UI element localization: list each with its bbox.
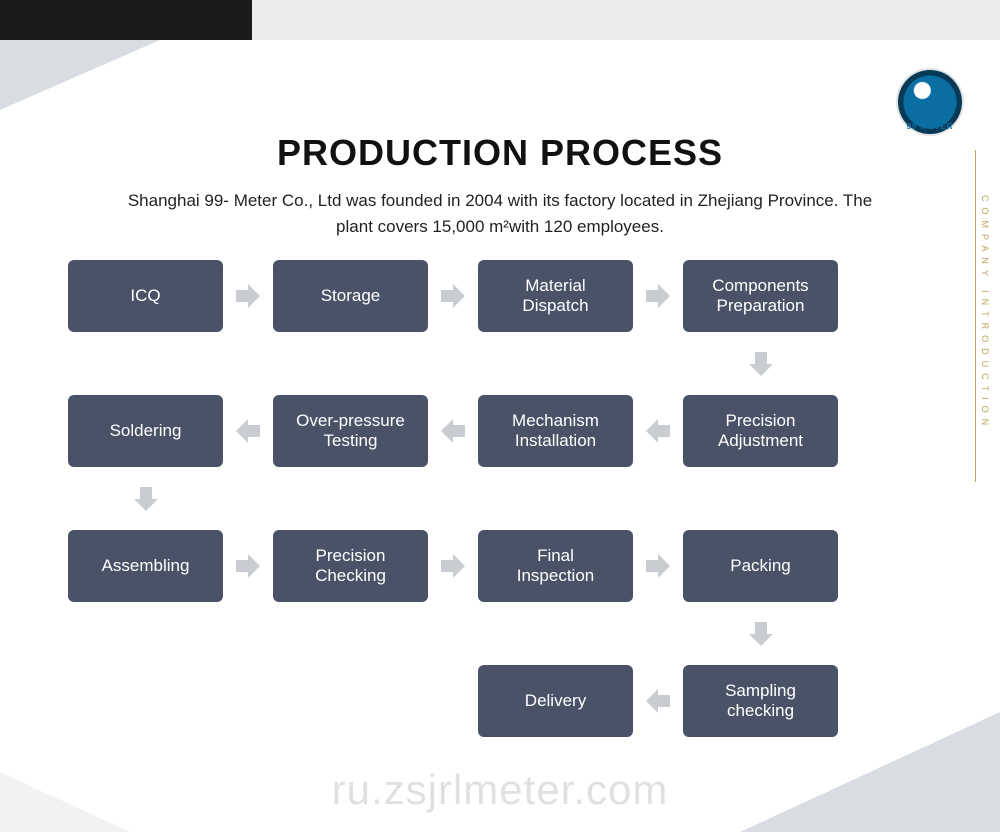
- flow-arrow-l-icon: [234, 417, 262, 445]
- flow-arrow-d-icon: [747, 350, 775, 378]
- flow-node-label: Material Dispatch: [522, 276, 588, 317]
- header-bar: PRODUCT LINE: [0, 0, 1000, 40]
- flow-node-finalinsp: Final Inspection: [478, 530, 633, 602]
- decor-triangle-bottom-left: [0, 772, 130, 832]
- flow-node-label: Precision Adjustment: [718, 411, 803, 452]
- side-accent-line: [975, 150, 976, 482]
- flow-node-optest: Over-pressure Testing: [273, 395, 428, 467]
- brand-logo: 99 METER: [898, 70, 962, 134]
- flow-node-label: Packing: [730, 556, 790, 576]
- flow-arrow-l-icon: [644, 417, 672, 445]
- brand-logo-text: 99 METER: [906, 122, 953, 131]
- flow-node-label: Over-pressure Testing: [296, 411, 405, 452]
- flow-arrow-r-icon: [439, 552, 467, 580]
- header-chevron-icon: [230, 0, 252, 40]
- flow-node-label: Delivery: [525, 691, 586, 711]
- flow-node-icq: ICQ: [68, 260, 223, 332]
- flow-node-mechinst: Mechanism Installation: [478, 395, 633, 467]
- flow-arrow-r-icon: [234, 552, 262, 580]
- page-title: PRODUCTION PROCESS: [0, 132, 1000, 174]
- flow-node-label: Assembling: [102, 556, 190, 576]
- flow-node-label: Sampling checking: [725, 681, 796, 722]
- flow-arrow-l-icon: [439, 417, 467, 445]
- flow-node-precchk: Precision Checking: [273, 530, 428, 602]
- flow-node-sampchk: Sampling checking: [683, 665, 838, 737]
- flow-node-storage: Storage: [273, 260, 428, 332]
- flow-arrow-d-icon: [132, 485, 160, 513]
- flow-node-label: Precision Checking: [315, 546, 386, 587]
- flow-node-label: Mechanism Installation: [512, 411, 599, 452]
- flow-arrow-r-icon: [644, 552, 672, 580]
- flow-arrow-r-icon: [644, 282, 672, 310]
- flow-node-precadj: Precision Adjustment: [683, 395, 838, 467]
- flow-node-packing: Packing: [683, 530, 838, 602]
- flow-node-label: ICQ: [130, 286, 160, 306]
- header-bullet-icon: [18, 13, 32, 27]
- flow-node-delivery: Delivery: [478, 665, 633, 737]
- flow-arrow-l-icon: [644, 687, 672, 715]
- flow-node-label: Final Inspection: [517, 546, 595, 587]
- flow-node-solder: Soldering: [68, 395, 223, 467]
- flow-node-compprep: Components Preparation: [683, 260, 838, 332]
- side-label: COMPANY INTRODUCTION: [980, 195, 990, 431]
- flow-node-assem: Assembling: [68, 530, 223, 602]
- flow-node-label: Soldering: [110, 421, 182, 441]
- flow-node-label: Components Preparation: [712, 276, 808, 317]
- page-subtitle: Shanghai 99- Meter Co., Ltd was founded …: [110, 188, 890, 239]
- flow-arrow-d-icon: [747, 620, 775, 648]
- flow-node-matdisp: Material Dispatch: [478, 260, 633, 332]
- decor-triangle-top-left: [0, 40, 160, 110]
- flow-arrow-r-icon: [234, 282, 262, 310]
- header-label: PRODUCT LINE: [46, 9, 208, 32]
- flow-arrow-r-icon: [439, 282, 467, 310]
- flow-node-label: Storage: [321, 286, 381, 306]
